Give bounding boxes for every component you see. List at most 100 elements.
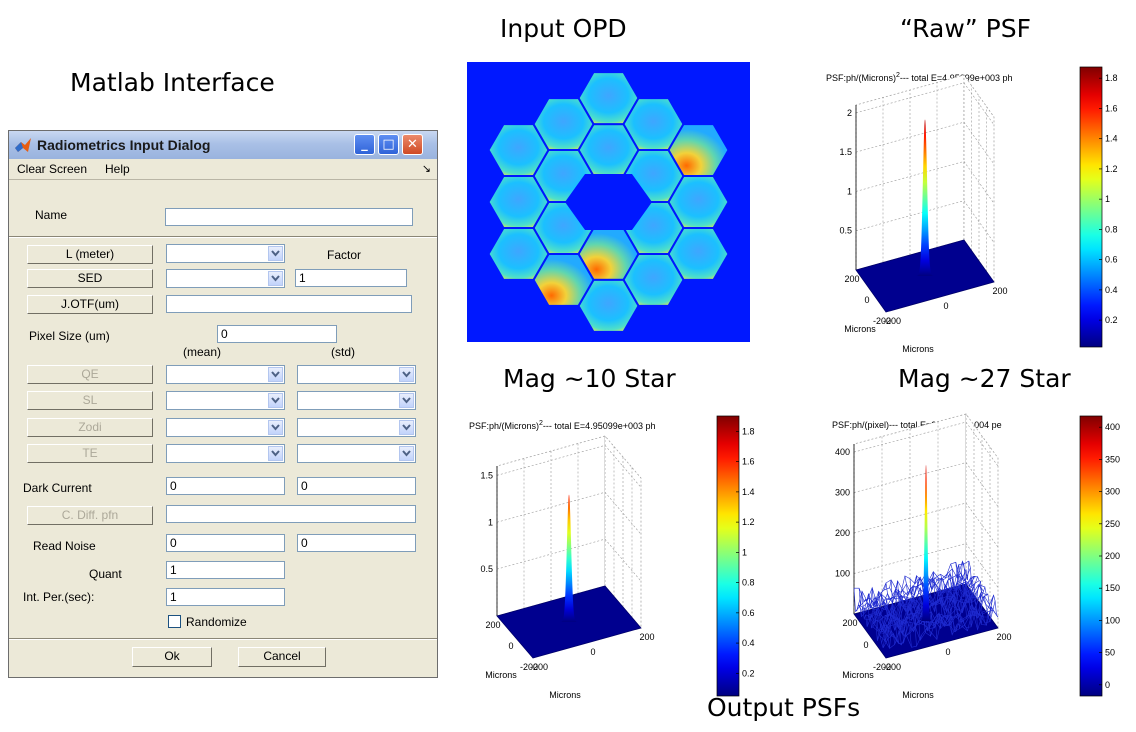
chevron-down-icon[interactable] [399,393,414,408]
minimize-button[interactable]: _ [354,134,375,155]
dark-current-label: Dark Current [23,481,92,495]
colorbar-tick-label: 1.6 [742,457,755,467]
input-opd-image [467,62,750,342]
factor-field[interactable]: 1 [295,269,407,287]
grid-line [853,421,999,467]
x-axis-label: Microns [902,690,934,700]
chevron-down-icon[interactable] [268,393,283,408]
colorbar-tick-label: 200 [1105,551,1120,561]
z-tick-label: 0.5 [480,564,493,574]
randomize-checkbox[interactable] [168,615,181,628]
pixel-size-field[interactable]: 0 [217,325,337,343]
close-button[interactable]: ✕ [402,134,423,155]
back-wall [855,74,965,270]
colorbar-tick-label: 250 [1105,519,1120,529]
sl-std-select[interactable] [297,391,416,410]
chevron-down-icon[interactable] [268,271,283,286]
caption-matlab-interface: Matlab Interface [70,68,275,97]
y-axis-label: Microns [485,670,517,680]
int-per-field[interactable]: 1 [166,588,285,606]
x-axis-label: Microns [902,344,934,352]
title-bar[interactable]: Radiometrics Input Dialog _ □ ✕ [9,131,437,160]
mag10-psf-plot: PSF:ph/(Microns)2--- total E=4.95099e+00… [455,410,773,700]
chevron-down-icon[interactable] [268,246,283,261]
name-field[interactable] [165,208,413,226]
mesh-line [955,562,989,626]
cancel-button[interactable]: Cancel [238,647,326,667]
zodi-mean-select[interactable] [166,418,285,437]
grid-line [496,445,642,488]
x-tick-label: 200 [996,632,1011,642]
mesh-line [950,563,983,625]
l-meter-button[interactable]: L (meter) [27,245,153,264]
menu-help[interactable]: Help [105,162,130,176]
menu-clear-screen[interactable]: Clear Screen [17,162,88,176]
x-tick-label: 200 [639,632,654,642]
chevron-down-icon[interactable] [399,420,414,435]
chevron-down-icon[interactable] [268,367,283,382]
chevron-down-icon[interactable] [268,446,283,461]
z-tick-label: 1 [847,186,852,196]
grid-line [855,200,995,243]
jotf-field[interactable] [166,295,412,313]
z-tick-label: 1.5 [480,470,493,480]
mesh-line [925,571,958,632]
caption-raw-psf: “Raw” PSF [900,14,1031,43]
colorbar-tick-label: 50 [1105,648,1115,658]
chevron-down-icon[interactable] [268,420,283,435]
y-axis-label: Microns [842,670,874,680]
colorbar-tick-label: 100 [1105,615,1120,625]
qe-button[interactable]: QE [27,365,153,384]
z-tick-label: 2 [847,108,852,118]
mesh-line [965,560,999,618]
mag27-psf-title: PSF:ph/(pixel)--- total E=2.06916e+004 p… [832,420,1002,430]
dark-current-mean-field[interactable]: 0 [166,477,285,495]
read-noise-mean-field[interactable]: 0 [166,534,285,552]
z-tick-label: 100 [835,569,850,579]
te-mean-select[interactable] [166,444,285,463]
zodi-std-select[interactable] [297,418,416,437]
chevron-down-icon[interactable] [399,367,414,382]
x-tick-label: -200 [883,662,901,672]
te-std-select[interactable] [297,444,416,463]
randomize-label[interactable]: Randomize [186,615,247,629]
zodi-button[interactable]: Zodi [27,418,153,437]
grid-line [855,161,995,204]
colorbar-tick-label: 150 [1105,583,1120,593]
chevron-down-icon[interactable] [399,446,414,461]
sl-mean-select[interactable] [166,391,285,410]
y-tick-label: 0 [864,295,869,305]
read-noise-std-field[interactable]: 0 [297,534,416,552]
colorbar-tick-label: 1.4 [1105,134,1118,144]
colorbar-tick-label: 1.8 [1105,73,1118,83]
grid-line [855,82,995,126]
cdiff-button[interactable]: C. Diff. pfn [27,506,153,525]
dock-arrow-icon[interactable]: ↘ [421,162,431,175]
y-tick-label: 0 [863,640,868,650]
quant-field[interactable]: 1 [166,561,285,579]
colorbar-tick-label: 0.8 [1105,224,1118,234]
maximize-button[interactable]: □ [378,134,399,155]
mesh-line [858,567,971,615]
sed-button[interactable]: SED [27,269,153,288]
grid-line [853,462,999,507]
sed-select[interactable] [166,269,285,288]
ok-button[interactable]: Ok [132,647,212,667]
opd-segment [532,97,595,151]
jotf-button[interactable]: J.OTF(um) [27,295,153,314]
grid-line [855,121,995,165]
qe-mean-select[interactable] [166,365,285,384]
colorbar [1079,415,1103,697]
caption-mag27: Mag ~27 Star [898,364,1071,393]
qe-std-select[interactable] [297,365,416,384]
grid-line [853,543,999,588]
z-tick-label: 300 [835,488,850,498]
read-noise-label: Read Noise [33,539,96,553]
y-axis-label: Microns [844,324,876,334]
te-button[interactable]: TE [27,444,153,463]
l-meter-select[interactable] [166,244,285,263]
x-tick-label: 0 [590,647,595,657]
cdiff-field[interactable] [166,505,416,523]
sl-button[interactable]: SL [27,391,153,410]
dark-current-std-field[interactable]: 0 [297,477,416,495]
